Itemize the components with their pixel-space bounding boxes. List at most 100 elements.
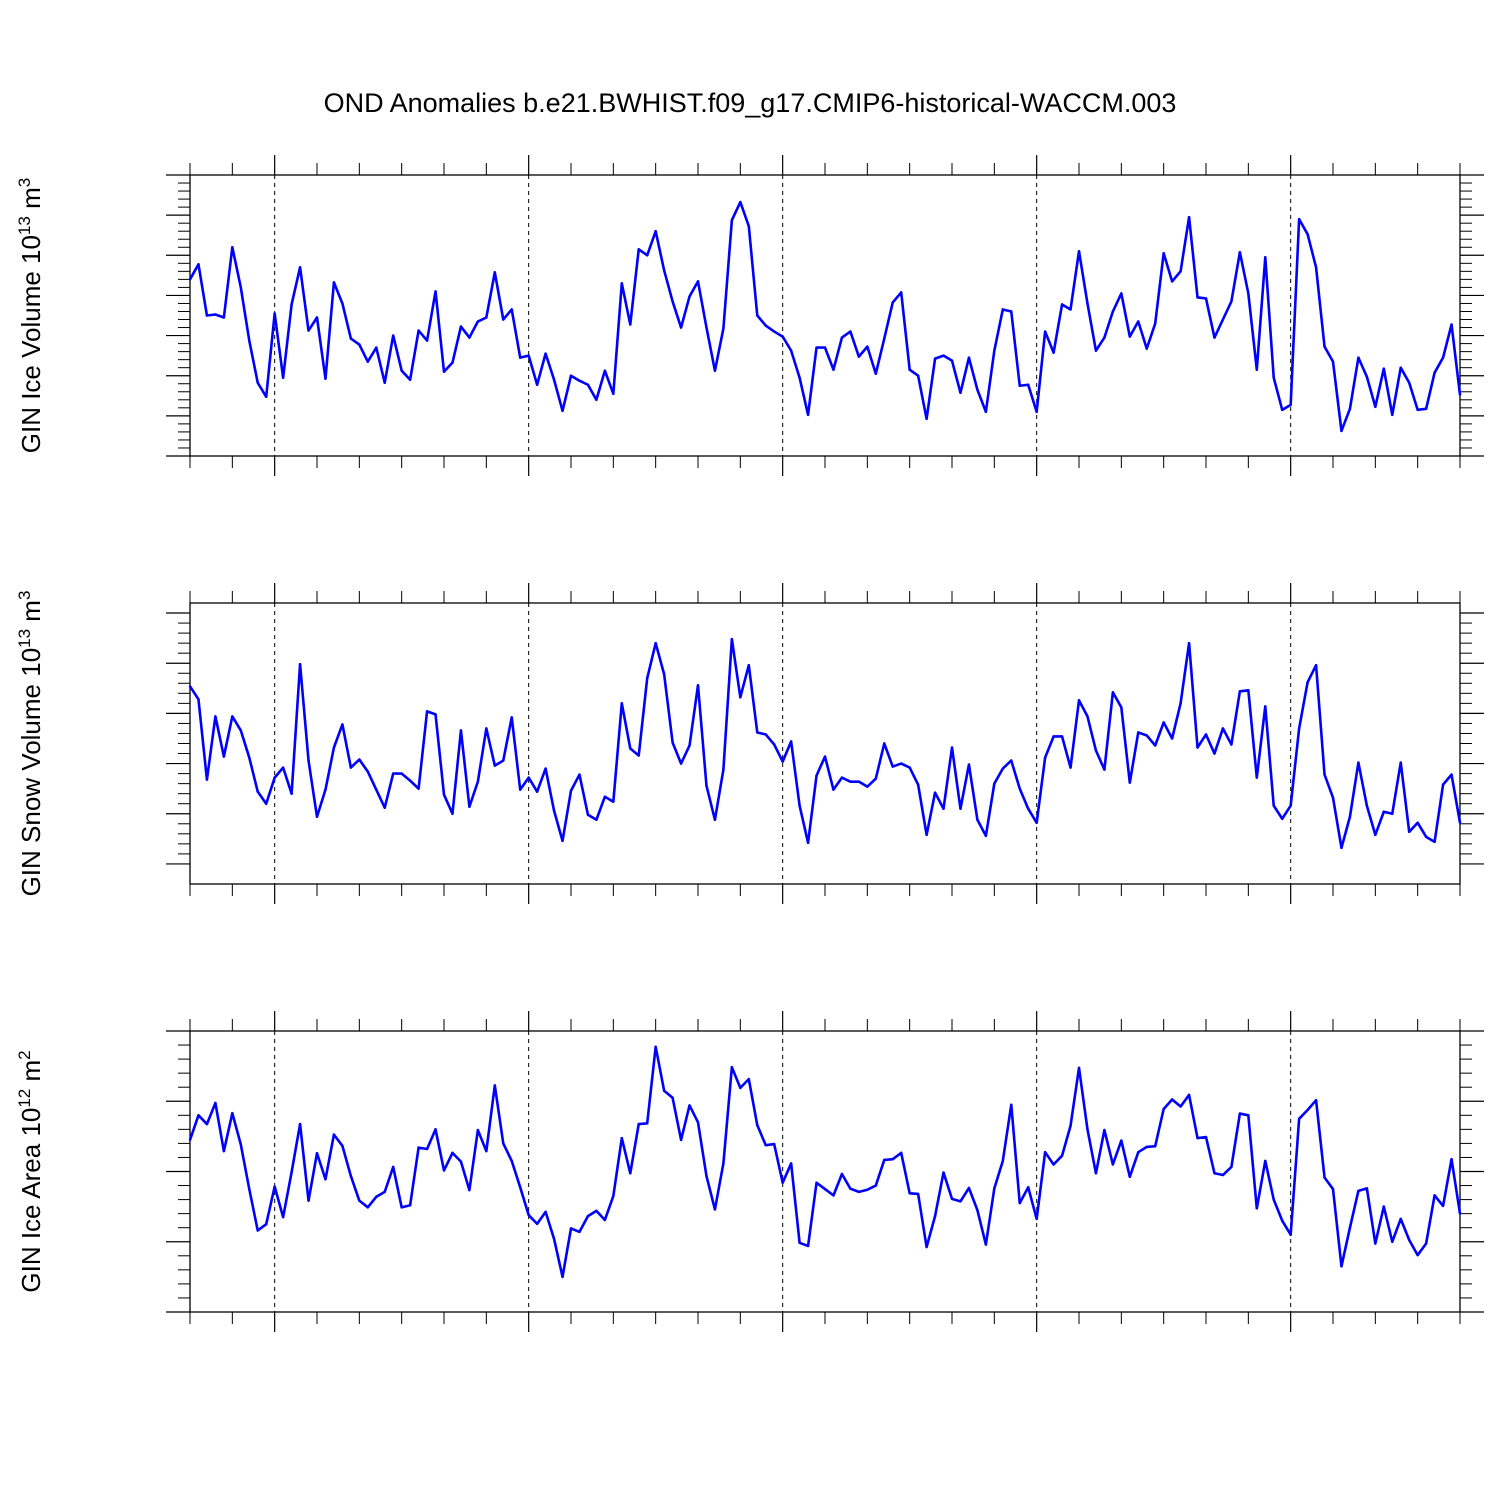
data-point-1869 [349,1174,353,1178]
data-point-1986 [1340,429,1343,433]
data-point-1893 [552,1237,556,1241]
data-point-1964 [1154,744,1157,747]
data-point-1973 [1230,743,1233,746]
data-point-1914 [730,1065,734,1069]
data-point-1932 [883,742,886,745]
data-point-1880 [442,370,446,373]
data-point-1949 [1027,1186,1030,1189]
data-point-1943 [976,818,979,821]
y-axis-label: GIN Ice Area 1012 m2 [15,1050,46,1292]
data-point-1896 [578,1230,581,1234]
data-point-1927 [840,336,844,339]
data-point-1992 [1391,812,1394,815]
data-point-1912 [713,1208,717,1211]
data-point-1924 [815,774,818,777]
data-point-1902 [629,323,632,326]
data-point-1987 [1348,407,1352,411]
data-point-1934 [900,762,903,765]
data-point-1853 [214,313,217,316]
data-point-1859 [265,395,268,398]
data-point-1910 [696,684,700,687]
data-point-1876 [408,779,412,782]
data-point-1980 [1289,1233,1292,1236]
data-point-1960 [1120,706,1123,709]
data-point-1954 [1069,1124,1072,1128]
data-point-1861 [281,1215,285,1219]
data-point-1898 [595,818,598,821]
data-point-1925 [823,346,827,349]
data-point-1988 [1357,761,1360,764]
data-point-1883 [468,1188,471,1192]
data-point-1955 [1077,1066,1081,1070]
data-point-1998 [1441,356,1445,359]
data-point-1960 [1120,1139,1123,1142]
data-point-1934 [900,1151,903,1155]
data-point-1972 [1221,1173,1225,1177]
data-point-1922 [798,1241,801,1245]
data-point-1878 [425,1147,429,1151]
data-point-1986 [1340,1265,1343,1268]
data-point-1893 [552,809,556,812]
data-point-1913 [722,1162,725,1165]
data-point-1909 [688,295,691,298]
data-point-1852 [205,314,209,317]
data-point-1940 [950,1197,954,1201]
data-point-1877 [417,329,420,332]
data-point-1957 [1094,749,1098,752]
data-point-1998 [1441,783,1445,786]
data-point-1862 [290,303,293,306]
data-point-1880 [442,1169,446,1172]
data-point-1956 [1086,715,1089,718]
data-point-1858 [256,381,259,384]
panel-2: GIN Snow Volume 1013 m3 [15,583,1484,904]
data-point-1990 [1374,833,1377,837]
data-point-1851 [197,263,200,266]
data-point-1940 [950,359,954,362]
data-point-1993 [1399,366,1402,369]
plot-frame [189,602,1461,885]
data-point-2000 [1458,393,1462,396]
data-point-1856 [239,729,242,732]
data-point-1863 [298,663,302,666]
data-point-1945 [993,1187,996,1190]
data-point-1961 [1128,335,1132,338]
data-point-1889 [519,356,522,359]
data-point-1907 [671,300,674,303]
data-point-1885 [485,1149,488,1153]
data-point-1858 [256,790,259,793]
data-point-1979 [1281,408,1284,412]
data-point-1908 [679,762,683,765]
data-point-1986 [1340,846,1343,850]
data-point-1968 [1187,1093,1191,1097]
data-point-1926 [832,368,835,371]
data-point-1990 [1374,405,1377,409]
data-line [188,200,1462,433]
data-point-1969 [1196,296,1199,299]
data-point-1968 [1187,641,1191,645]
data-point-1924 [815,346,818,349]
data-point-1914 [730,637,734,641]
data-point-1925 [823,755,827,758]
data-point-1993 [1399,1217,1402,1221]
data-point-1946 [1001,1159,1004,1163]
data-point-1917 [756,314,759,317]
data-point-1951 [1043,756,1047,759]
data-point-1852 [205,778,209,781]
data-point-1984 [1323,773,1326,776]
data-point-1904 [646,254,649,257]
y-axis-label-exponent: 12 [15,1089,34,1108]
data-point-1858 [256,1229,259,1232]
data-point-1906 [662,269,666,272]
data-point-1988 [1357,356,1360,359]
data-point-1853 [214,1101,217,1105]
data-point-1916 [747,224,750,228]
data-point-1879 [434,1128,437,1131]
data-point-1855 [231,1111,234,1115]
data-point-1958 [1103,768,1106,771]
data-point-1999 [1450,773,1453,776]
data-point-1881 [451,361,454,364]
data-point-1981 [1297,217,1301,221]
y-axis-label: GIN Ice Volume 1013 m3 [15,178,46,454]
data-point-1948 [1018,384,1021,387]
